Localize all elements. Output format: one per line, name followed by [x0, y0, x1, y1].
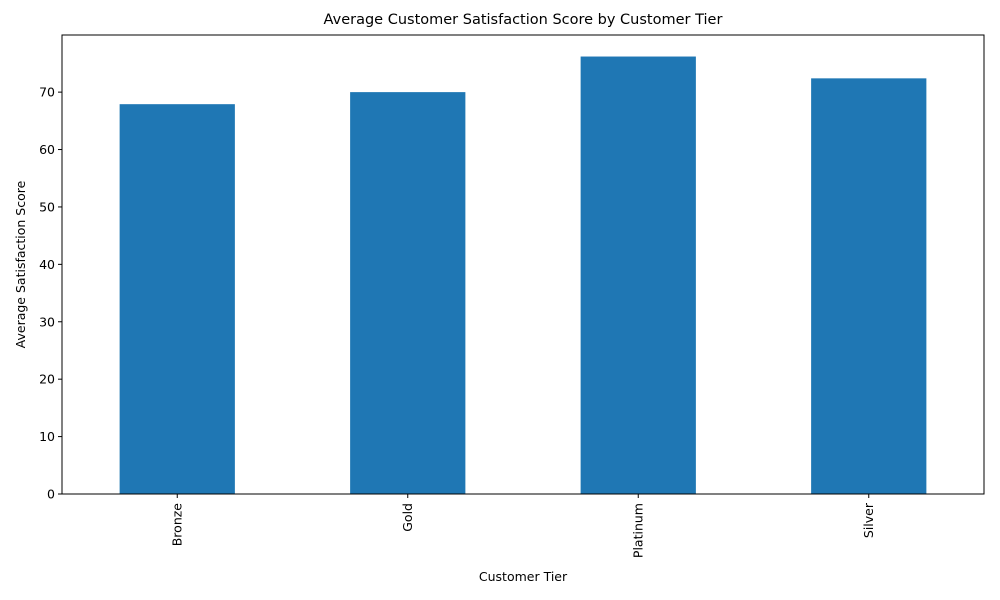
x-tick-label: Bronze: [169, 503, 184, 547]
bar-gold: [350, 92, 466, 494]
y-tick-label: 0: [47, 487, 55, 502]
x-tick-label: Gold: [400, 503, 415, 532]
bars-group: [119, 56, 927, 494]
bar-silver: [811, 78, 927, 494]
x-axis-ticks: Bronze Gold Platinum Silver: [169, 494, 876, 558]
x-tick-label: Silver: [861, 502, 876, 538]
bar-bronze: [119, 104, 235, 494]
y-tick-label: 40: [39, 257, 55, 272]
chart-title: Average Customer Satisfaction Score by C…: [324, 12, 723, 28]
y-tick-label: 70: [39, 85, 55, 100]
x-axis-label: Customer Tier: [479, 569, 568, 584]
x-tick-label: Platinum: [630, 503, 645, 558]
y-axis-label: Average Satisfaction Score: [13, 180, 28, 348]
y-tick-label: 20: [39, 372, 55, 387]
y-tick-label: 60: [39, 142, 55, 157]
y-tick-label: 50: [39, 199, 55, 214]
y-tick-label: 10: [39, 429, 55, 444]
y-tick-label: 30: [39, 314, 55, 329]
y-axis-ticks: 0 10 20 30 40 50 60 70: [39, 85, 62, 502]
bar-platinum: [580, 56, 696, 494]
